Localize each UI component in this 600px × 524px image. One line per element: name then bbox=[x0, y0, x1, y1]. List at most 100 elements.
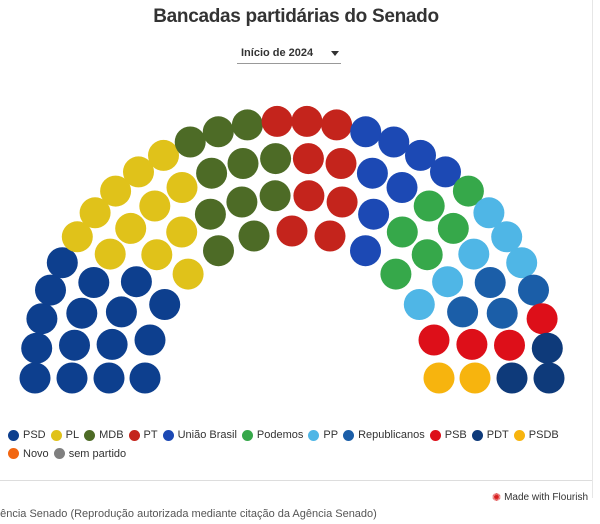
seat-pl[interactable] bbox=[148, 139, 179, 171]
seat-psd[interactable] bbox=[66, 297, 98, 329]
seat-republicanos[interactable] bbox=[447, 296, 479, 328]
legend-item-psb[interactable]: PSB bbox=[429, 427, 467, 443]
seat-psb[interactable] bbox=[526, 303, 558, 335]
seat-psd[interactable] bbox=[149, 289, 181, 320]
seat-pdt[interactable] bbox=[496, 362, 528, 394]
seat-republicanos[interactable] bbox=[486, 297, 518, 329]
seat-mdb[interactable] bbox=[227, 148, 259, 179]
seat-pl[interactable] bbox=[166, 172, 198, 203]
seat-psdb[interactable] bbox=[459, 362, 491, 394]
legend-item-pl[interactable]: PL bbox=[50, 427, 79, 443]
seat-pp[interactable] bbox=[458, 238, 490, 270]
seat-psd[interactable] bbox=[105, 296, 137, 328]
legend-item-uniao[interactable]: União Brasil bbox=[162, 427, 237, 443]
seat-pt[interactable] bbox=[326, 186, 358, 218]
legend-item-sem[interactable]: sem partido bbox=[53, 446, 126, 462]
seat-psd[interactable] bbox=[26, 303, 58, 335]
seat-psd[interactable] bbox=[134, 324, 166, 356]
seat-pt[interactable] bbox=[314, 220, 346, 252]
seat-pdt[interactable] bbox=[533, 362, 565, 394]
seat-uniao[interactable] bbox=[430, 156, 461, 188]
seat-psd[interactable] bbox=[56, 362, 88, 394]
legend-item-mdb[interactable]: MDB bbox=[84, 427, 124, 443]
seat-psb[interactable] bbox=[494, 329, 525, 361]
seat-pl[interactable] bbox=[61, 221, 93, 253]
seat-pt[interactable] bbox=[291, 105, 323, 137]
seat-uniao[interactable] bbox=[358, 198, 390, 230]
seat-psb[interactable] bbox=[456, 328, 488, 360]
seat-pl[interactable] bbox=[79, 197, 111, 229]
seat-psd[interactable] bbox=[78, 267, 110, 298]
legend-item-pt[interactable]: PT bbox=[128, 427, 158, 443]
legend-label-pdt: PDT bbox=[486, 429, 509, 441]
seat-pl[interactable] bbox=[94, 238, 126, 270]
seat-mdb[interactable] bbox=[203, 235, 234, 267]
seat-pt[interactable] bbox=[325, 148, 357, 179]
seat-mdb[interactable] bbox=[174, 126, 206, 158]
seat-pt[interactable] bbox=[293, 180, 325, 212]
seat-uniao[interactable] bbox=[386, 172, 418, 203]
seat-pt[interactable] bbox=[321, 109, 353, 141]
seat-pt[interactable] bbox=[276, 215, 308, 247]
legend-item-pp[interactable]: PP bbox=[308, 427, 338, 443]
seat-pt[interactable] bbox=[261, 105, 293, 137]
seat-pl[interactable] bbox=[172, 258, 204, 290]
made-with-flourish-link[interactable]: ✺ Made with Flourish bbox=[492, 491, 588, 504]
seat-pl[interactable] bbox=[115, 212, 147, 244]
seat-mdb[interactable] bbox=[202, 116, 234, 148]
seat-podemos[interactable] bbox=[452, 175, 484, 207]
legend-swatch-novo bbox=[8, 448, 19, 459]
seat-uniao[interactable] bbox=[356, 157, 388, 189]
seat-psdb[interactable] bbox=[423, 362, 455, 394]
seat-psd[interactable] bbox=[120, 266, 152, 298]
seat-podemos[interactable] bbox=[437, 212, 469, 244]
legend-item-novo[interactable]: Novo bbox=[8, 446, 49, 462]
seat-psd[interactable] bbox=[93, 362, 125, 394]
legend-item-psd[interactable]: PSD bbox=[8, 427, 46, 443]
seat-pl[interactable] bbox=[139, 190, 171, 222]
seat-psd[interactable] bbox=[96, 328, 128, 360]
seat-mdb[interactable] bbox=[194, 198, 226, 230]
seat-pdt[interactable] bbox=[531, 332, 563, 364]
legend-label-podemos: Podemos bbox=[256, 429, 304, 441]
seat-uniao[interactable] bbox=[350, 116, 382, 148]
seat-pp[interactable] bbox=[403, 289, 435, 320]
seat-psd[interactable] bbox=[21, 332, 53, 364]
seat-pp[interactable] bbox=[432, 266, 464, 298]
legend-item-pdt[interactable]: PDT bbox=[471, 427, 509, 443]
seat-pp[interactable] bbox=[506, 247, 538, 279]
seat-podemos[interactable] bbox=[413, 190, 445, 222]
seat-podemos[interactable] bbox=[386, 216, 418, 248]
seat-uniao[interactable] bbox=[378, 126, 410, 158]
seat-psb[interactable] bbox=[418, 324, 450, 356]
legend-item-podemos[interactable]: Podemos bbox=[241, 427, 304, 443]
flourish-label: Made with Flourish bbox=[504, 492, 588, 503]
legend-item-psdb[interactable]: PSDB bbox=[513, 427, 559, 443]
seat-mdb[interactable] bbox=[226, 186, 258, 218]
seat-psd[interactable] bbox=[59, 329, 90, 361]
seat-psd[interactable] bbox=[35, 274, 66, 306]
seat-psd[interactable] bbox=[19, 362, 51, 394]
seat-republicanos[interactable] bbox=[518, 274, 549, 306]
seat-mdb[interactable] bbox=[259, 180, 291, 212]
seat-pp[interactable] bbox=[473, 197, 505, 229]
seat-pl[interactable] bbox=[100, 175, 132, 207]
seat-pl[interactable] bbox=[141, 239, 173, 271]
seat-podemos[interactable] bbox=[380, 258, 412, 290]
seat-uniao[interactable] bbox=[350, 235, 381, 267]
seat-psd[interactable] bbox=[46, 247, 78, 279]
seat-mdb[interactable] bbox=[231, 109, 263, 141]
seat-republicanos[interactable] bbox=[474, 267, 506, 298]
seat-pt[interactable] bbox=[292, 143, 324, 175]
seat-pp[interactable] bbox=[491, 221, 523, 253]
seat-mdb[interactable] bbox=[196, 157, 228, 189]
seat-pl[interactable] bbox=[166, 216, 198, 248]
seat-uniao[interactable] bbox=[405, 139, 436, 171]
seat-pl[interactable] bbox=[123, 156, 154, 188]
seat-mdb[interactable] bbox=[238, 220, 270, 252]
seat-psd[interactable] bbox=[129, 362, 161, 394]
period-select[interactable]: Início de 2024 bbox=[237, 41, 341, 64]
legend-item-republicanos[interactable]: Republicanos bbox=[343, 427, 425, 443]
seat-mdb[interactable] bbox=[260, 143, 292, 175]
seat-podemos[interactable] bbox=[411, 239, 443, 271]
